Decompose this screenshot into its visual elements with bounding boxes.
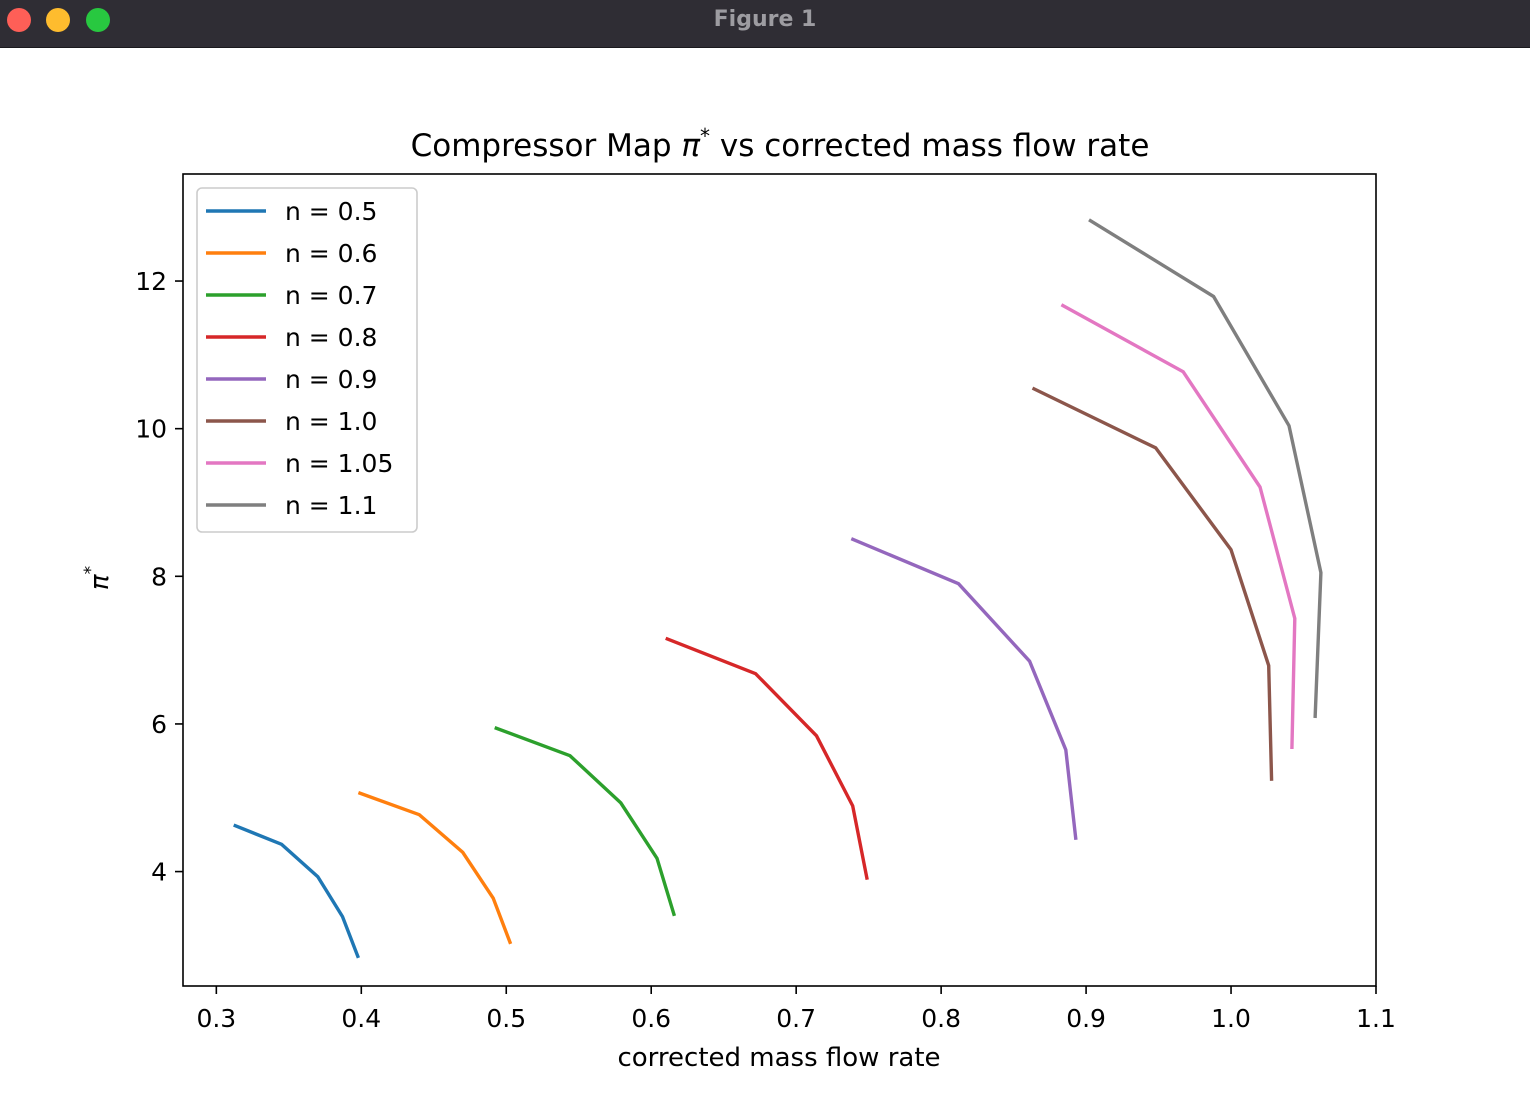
minimize-dot-icon[interactable]: [46, 8, 70, 32]
window-titlebar: Figure 1: [0, 0, 1530, 48]
series-line-0: [233, 823, 360, 959]
legend-label-2: n = 0.7: [285, 281, 377, 310]
x-tick-label: 0.9: [1066, 1004, 1106, 1033]
legend-label-7: n = 1.1: [285, 491, 377, 520]
x-tick-label: 0.4: [341, 1004, 381, 1033]
series-line-2: [494, 726, 677, 917]
series-line-7: [1088, 218, 1323, 719]
maximize-dot-icon[interactable]: [86, 8, 110, 32]
legend-label-3: n = 0.8: [285, 323, 377, 352]
series-line-3: [665, 636, 869, 881]
series-line-6: [1060, 303, 1297, 750]
y-axis: 4 6 8 10 12: [135, 267, 183, 887]
legend-label-5: n = 1.0: [285, 407, 377, 436]
close-dot-icon[interactable]: [7, 8, 31, 32]
x-axis: 0.3 0.4 0.5 0.6 0.7 0.8 0.9 1.0 1.1: [196, 986, 1396, 1033]
y-tick-label: 10: [135, 415, 167, 444]
y-tick-label: 4: [151, 858, 167, 887]
x-tick-label: 1.1: [1356, 1004, 1396, 1033]
chart-title: Compressor Map π* vs corrected mass flow…: [411, 124, 1150, 164]
x-tick-label: 0.8: [921, 1004, 961, 1033]
plot-area-frame: [182, 173, 1377, 987]
x-tick-label: 0.6: [631, 1004, 671, 1033]
x-tick-label: 0.5: [486, 1004, 526, 1033]
y-tick-label: 8: [151, 562, 167, 591]
series-layer: [233, 218, 1323, 959]
y-tick-label: 6: [151, 710, 167, 739]
legend-label-6: n = 1.05: [285, 449, 393, 478]
chart: Compressor Map π* vs corrected mass flow…: [81, 124, 1396, 1073]
series-line-5: [1031, 386, 1274, 781]
legend-box: [196, 187, 418, 533]
x-axis-label: corrected mass flow rate: [617, 1043, 940, 1073]
legend: n = 0.5 n = 0.6 n = 0.7 n = 0.8 n = 0.9 n = 1…: [196, 187, 418, 533]
window-title: Figure 1: [713, 7, 817, 32]
legend-label-4: n = 0.9: [285, 365, 377, 394]
x-tick-label: 0.3: [196, 1004, 236, 1033]
y-tick-label: 12: [135, 267, 167, 296]
figure-canvas: Compressor Map π* vs corrected mass flow…: [0, 48, 1530, 1100]
legend-label-0: n = 0.5: [285, 197, 377, 226]
x-tick-label: 1.0: [1211, 1004, 1251, 1033]
series-line-1: [357, 791, 513, 945]
legend-label-1: n = 0.6: [285, 239, 377, 268]
series-line-4: [850, 537, 1078, 840]
y-axis-label: π*: [81, 566, 115, 590]
x-tick-label: 0.7: [776, 1004, 816, 1033]
